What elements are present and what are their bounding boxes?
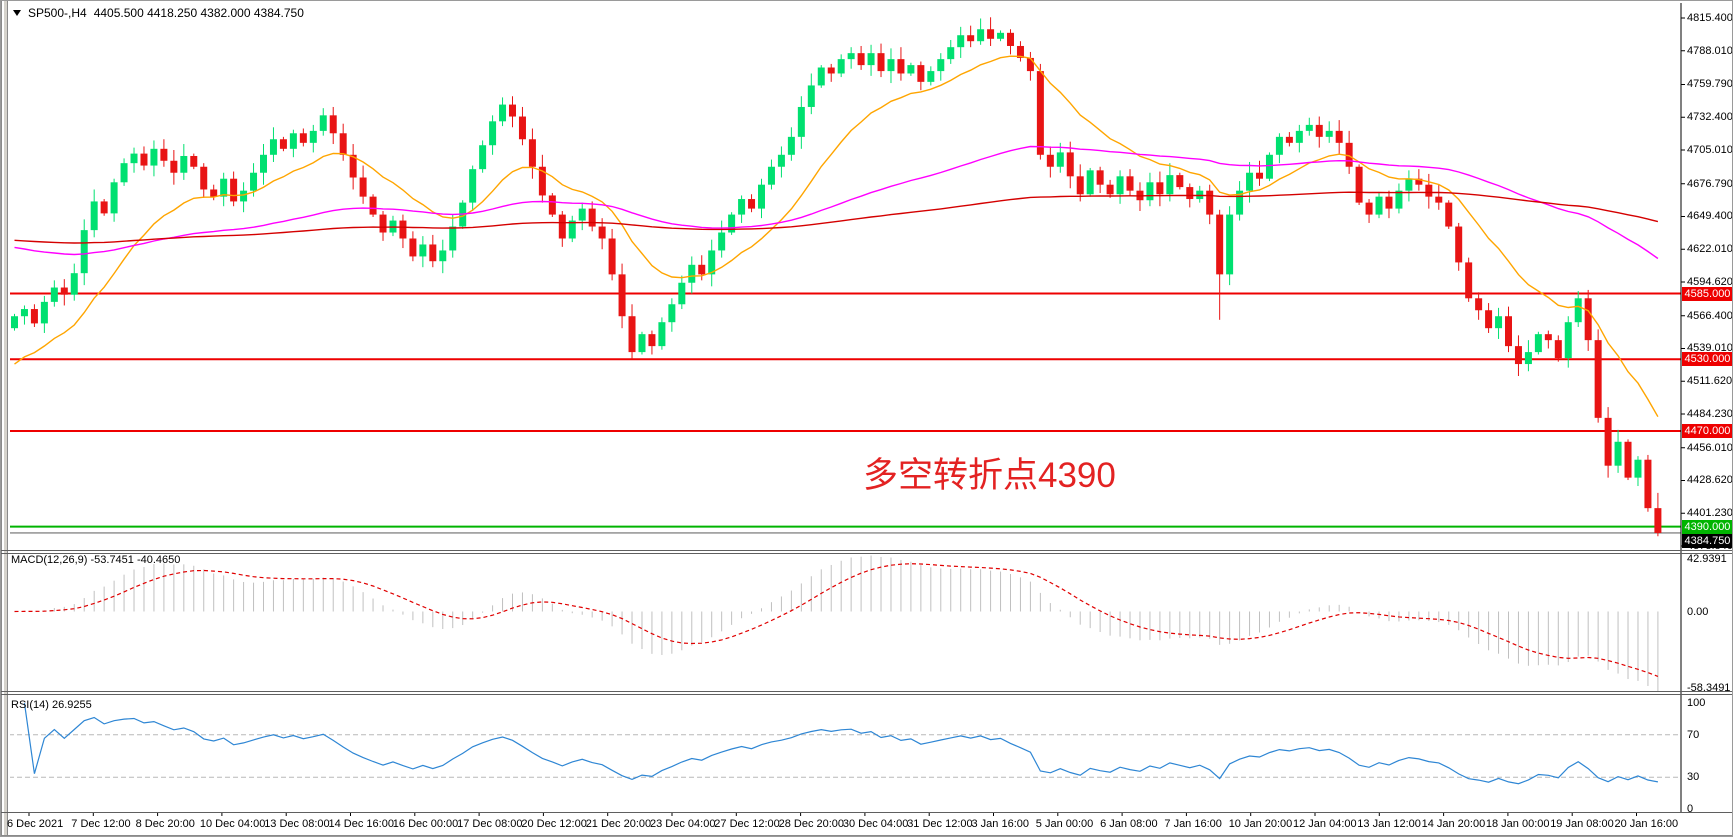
ma-fast bbox=[14, 55, 1659, 418]
time-tick-label: 20 Dec 12:00 bbox=[521, 818, 587, 830]
level-price-badge: 4470.000 bbox=[1682, 424, 1732, 439]
panel-separator bbox=[1, 812, 1732, 813]
level-price-badge: 4390.000 bbox=[1682, 519, 1732, 534]
chart-annotation-text: 多空转折点4390 bbox=[863, 456, 1116, 495]
price-tick-label: 4566.400 bbox=[1687, 309, 1733, 322]
panel-separator[interactable] bbox=[1, 550, 1732, 551]
time-tick-label: 23 Dec 04:00 bbox=[650, 818, 716, 830]
time-tick-label: 14 Dec 16:00 bbox=[328, 818, 394, 830]
price-tick-label: 4484.230 bbox=[1687, 408, 1733, 420]
time-tick-label: 5 Jan 00:00 bbox=[1035, 818, 1094, 830]
rsi-axis-label: 0 bbox=[1687, 803, 1694, 815]
time-tick-label: 10 Jan 20:00 bbox=[1228, 818, 1293, 830]
macd-axis-label: 0.00 bbox=[1687, 605, 1709, 618]
macd-header: MACD(12,26,9) -53.7451 -40.4650 bbox=[11, 554, 181, 566]
rsi-axis-label: 100 bbox=[1687, 697, 1706, 709]
time-tick-label: 12 Jan 04:00 bbox=[1293, 818, 1357, 830]
price-tick-label: 4649.400 bbox=[1687, 210, 1733, 223]
time-tick-label: 30 Dec 04:00 bbox=[842, 818, 909, 830]
time-tick-label: 27 Dec 12:00 bbox=[714, 818, 780, 830]
window-bottom-edge bbox=[1, 835, 1732, 836]
time-tick-label: 19 Jan 08:00 bbox=[1550, 818, 1614, 830]
symbol-period-label: SP500-,H4 bbox=[28, 6, 87, 20]
window-left-edge bbox=[1, 1, 10, 836]
chart-header: SP500-,H4 4405.500 4418.250 4382.000 438… bbox=[13, 5, 304, 21]
price-tick-label: 4705.010 bbox=[1687, 144, 1733, 156]
macd-axis-label: -58.3491 bbox=[1687, 682, 1731, 694]
time-tick-label: 13 Jan 12:00 bbox=[1357, 818, 1421, 830]
rsi-header: RSI(14) 26.9255 bbox=[11, 699, 92, 711]
price-tick-label: 4732.400 bbox=[1687, 111, 1733, 124]
rsi-axis-label: 70 bbox=[1687, 728, 1700, 741]
price-tick-label: 4788.010 bbox=[1687, 44, 1733, 57]
symbol-dropdown-icon[interactable] bbox=[13, 10, 21, 16]
time-tick-label: 28 Dec 20:00 bbox=[778, 818, 845, 830]
price-tick-label: 4815.400 bbox=[1687, 12, 1733, 24]
ohlc-readout: 4405.500 4418.250 4382.000 4384.750 bbox=[93, 6, 304, 20]
price-tick-label: 4401.230 bbox=[1687, 507, 1733, 520]
ma-medium bbox=[14, 145, 1659, 260]
time-tick-label: 14 Jan 20:00 bbox=[1421, 818, 1486, 830]
time-tick-label: 6 Jan 08:00 bbox=[1100, 818, 1158, 830]
price-tick-label: 4539.010 bbox=[1687, 342, 1733, 355]
time-tick-label: 16 Dec 00:00 bbox=[392, 818, 459, 830]
time-tick-label: 10 Dec 04:00 bbox=[199, 818, 266, 830]
price-tick-label: 4456.010 bbox=[1687, 441, 1733, 454]
time-tick-label: 3 Jan 16:00 bbox=[971, 818, 1030, 830]
time-tick-label: 20 Jan 16:00 bbox=[1614, 818, 1679, 830]
price-tick-label: 4759.790 bbox=[1687, 78, 1733, 91]
time-tick-label: 7 Dec 12:00 bbox=[71, 818, 131, 830]
price-tick-label: 4594.620 bbox=[1687, 276, 1733, 288]
panel-separator[interactable] bbox=[1, 553, 1732, 554]
price-tick-label: 4428.620 bbox=[1687, 474, 1733, 487]
level-price-badge: 4585.000 bbox=[1682, 286, 1732, 301]
time-tick-label: 31 Dec 12:00 bbox=[907, 818, 973, 830]
rsi-axis-label: 30 bbox=[1687, 771, 1700, 784]
time-tick-label: 6 Dec 2021 bbox=[7, 818, 64, 830]
macd-axis-label: 42.9391 bbox=[1687, 553, 1727, 565]
ma-slow bbox=[14, 191, 1659, 244]
time-tick-label: 17 Dec 08:00 bbox=[457, 818, 523, 830]
level-price-badge: 4530.000 bbox=[1682, 352, 1732, 367]
time-tick-label: 7 Jan 16:00 bbox=[1164, 818, 1222, 830]
price-tick-label: 4511.620 bbox=[1687, 375, 1733, 388]
time-tick-label: 21 Dec 20:00 bbox=[585, 818, 652, 830]
panel-separator[interactable] bbox=[1, 691, 1732, 692]
panel-separator[interactable] bbox=[1, 694, 1732, 695]
current-price-badge: 4384.750 bbox=[1682, 533, 1732, 548]
price-tick-label: 4676.790 bbox=[1687, 177, 1733, 190]
time-tick-label: 13 Dec 08:00 bbox=[264, 818, 330, 830]
time-tick-label: 18 Jan 00:00 bbox=[1485, 818, 1550, 830]
time-tick-label: 8 Dec 20:00 bbox=[135, 818, 195, 830]
price-tick-label: 4622.010 bbox=[1687, 243, 1733, 256]
